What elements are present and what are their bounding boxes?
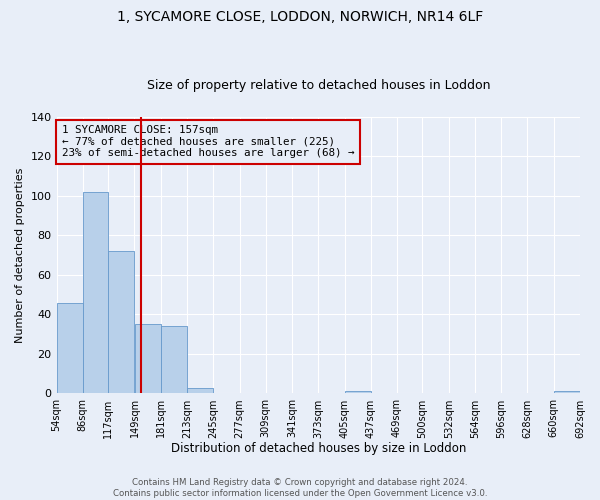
Bar <box>109 251 134 394</box>
Bar <box>187 388 213 394</box>
Title: Size of property relative to detached houses in Loddon: Size of property relative to detached ho… <box>146 79 490 92</box>
Bar <box>161 326 187 394</box>
Text: Contains HM Land Registry data © Crown copyright and database right 2024.
Contai: Contains HM Land Registry data © Crown c… <box>113 478 487 498</box>
Bar <box>57 302 83 394</box>
Text: 1, SYCAMORE CLOSE, LODDON, NORWICH, NR14 6LF: 1, SYCAMORE CLOSE, LODDON, NORWICH, NR14… <box>117 10 483 24</box>
X-axis label: Distribution of detached houses by size in Loddon: Distribution of detached houses by size … <box>170 442 466 455</box>
Bar <box>554 392 580 394</box>
Text: 1 SYCAMORE CLOSE: 157sqm
← 77% of detached houses are smaller (225)
23% of semi-: 1 SYCAMORE CLOSE: 157sqm ← 77% of detach… <box>62 125 354 158</box>
Bar <box>134 324 161 394</box>
Bar <box>345 392 371 394</box>
Y-axis label: Number of detached properties: Number of detached properties <box>15 168 25 343</box>
Bar <box>83 192 108 394</box>
